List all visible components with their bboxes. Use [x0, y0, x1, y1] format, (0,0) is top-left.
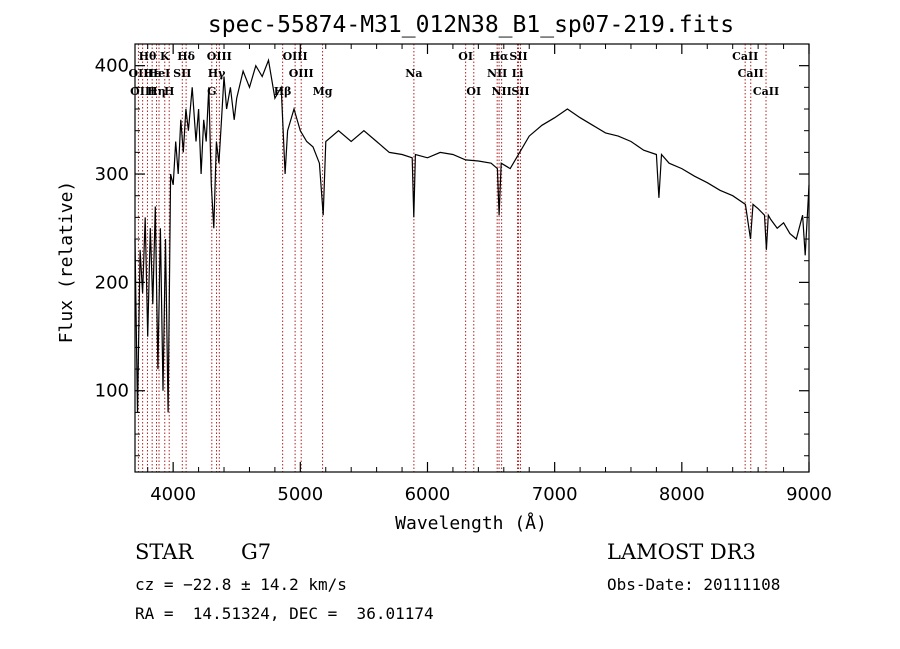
line-label-row1-0: Hθ — [139, 50, 157, 63]
line-label-row3-0: OIII — [130, 85, 155, 98]
line-label-row2-1: Hε — [144, 67, 161, 80]
line-label-row3-2: H — [164, 85, 174, 98]
redshift-cz: cz = −22.8 ± 14.2 km/s — [135, 575, 347, 594]
line-label-row3-1: Hη — [147, 85, 165, 98]
line-label-row1-4: OIII — [283, 50, 308, 63]
coordinates: RA = 14.51324, DEC = 36.01174 — [135, 604, 434, 623]
line-label-row1-1: K — [160, 50, 170, 63]
line-label-row1-5: OI — [458, 50, 473, 63]
y-tick-label-0: 100 — [95, 381, 129, 402]
line-label-row2-4: Hγ — [208, 67, 226, 80]
line-label-row2-2: HeI — [148, 67, 171, 80]
line-label-row2-3: SII — [173, 67, 191, 80]
y-axis: 100 200 300 400 — [95, 43, 809, 457]
line-label-row3-4: Hβ — [274, 85, 292, 98]
line-label-row3-6: OI — [466, 85, 481, 98]
x-tick-label-0: 4000 — [150, 484, 196, 505]
line-label-row1-7: SII — [509, 50, 527, 63]
line-label-row2-0: OII — [128, 67, 148, 80]
line-label-row3-9: CaII — [753, 85, 779, 98]
line-label-row2-5: OIII — [289, 67, 314, 80]
line-label-row1-6: Hα — [490, 50, 509, 63]
y-tick-label-3: 400 — [95, 56, 129, 77]
plot-frame — [134, 43, 810, 473]
line-label-row2-7: NII — [487, 67, 507, 80]
x-tick-label-5: 9000 — [786, 484, 832, 505]
line-label-row1-2: Hδ — [177, 50, 195, 63]
x-tick-label-4: 8000 — [659, 484, 705, 505]
line-label-row3-8: SII — [511, 85, 529, 98]
spectrum-line — [134, 58, 810, 413]
line-label-row3-5: Mg — [313, 85, 333, 98]
y-tick-label-2: 300 — [95, 164, 129, 185]
y-axis-label: Flux (relative) — [56, 181, 77, 344]
x-tick-label-1: 5000 — [277, 484, 323, 505]
line-label-row2-6: Na — [405, 67, 422, 80]
line-label-row2-8: Li — [512, 67, 524, 80]
line-label-row3-7: NII — [491, 85, 511, 98]
object-class: STAR — [135, 540, 194, 564]
line-label-row3-3: G — [207, 85, 216, 98]
spectral-subclass: G7 — [241, 540, 272, 564]
x-axis: 4000 5000 6000 7000 8000 9000 — [147, 44, 832, 505]
line-label-row1-3: OIII — [207, 50, 232, 63]
chart-title: spec-55874-M31_012N38_B1_sp07-219.fits — [208, 12, 734, 38]
x-tick-label-2: 6000 — [405, 484, 451, 505]
survey-name: LAMOST DR3 — [607, 540, 756, 564]
x-tick-label-3: 7000 — [532, 484, 578, 505]
line-label-row1-8: CaII — [732, 50, 758, 63]
x-axis-label: Wavelength (Å) — [395, 512, 547, 534]
obs-date: Obs-Date: 20111108 — [607, 575, 781, 594]
y-tick-label-1: 200 — [95, 272, 129, 293]
line-label-row2-9: CaII — [738, 67, 764, 80]
